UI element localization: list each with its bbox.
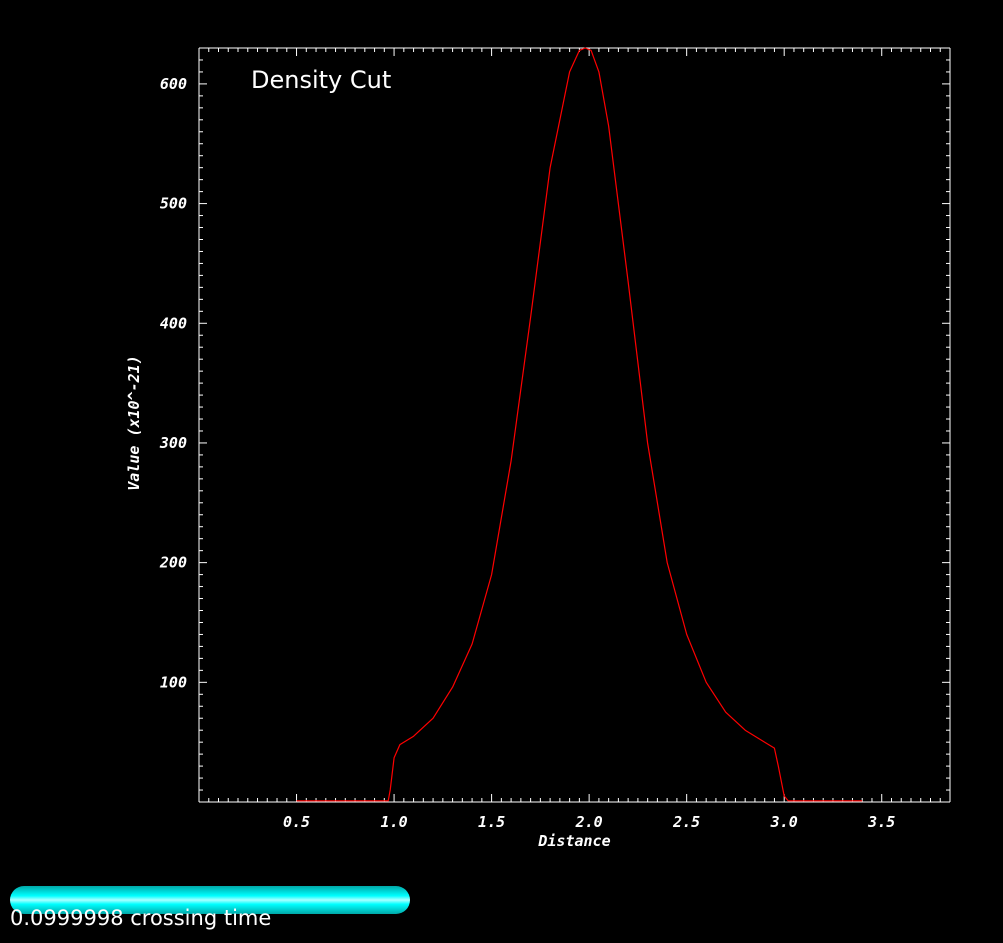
y-tick-label: 300 [159,434,187,452]
x-tick-label: 2.5 [672,813,700,831]
time-slider-bar[interactable] [10,886,410,914]
y-tick-label: 200 [159,554,187,572]
chart-title: Density Cut [251,66,391,94]
x-tick-label: 0.5 [283,813,310,831]
x-axis-title: Distance [537,832,610,850]
x-tick-label: 3.0 [770,813,798,831]
y-tick-label: 600 [160,75,187,93]
density-cut-chart: 0.5 1.0 1.5 2.0 2.5 3.0 3.5 100 200 300 400 500 600 D… [125,47,951,850]
y-tick-label: 400 [160,314,187,332]
x-tick-label: 2.0 [575,813,603,831]
y-tick-label: 500 [160,195,187,213]
x-tick-label: 3.5 [867,813,895,831]
density-series-line [296,47,863,802]
y-tick-label: 100 [160,673,187,691]
x-tick-label: 1.0 [381,813,408,831]
y-axis-title: Value (x10^-21) [125,355,143,490]
time-label: 0.0999998 crossing time [10,906,272,930]
x-tick-label: 1.5 [478,813,505,831]
